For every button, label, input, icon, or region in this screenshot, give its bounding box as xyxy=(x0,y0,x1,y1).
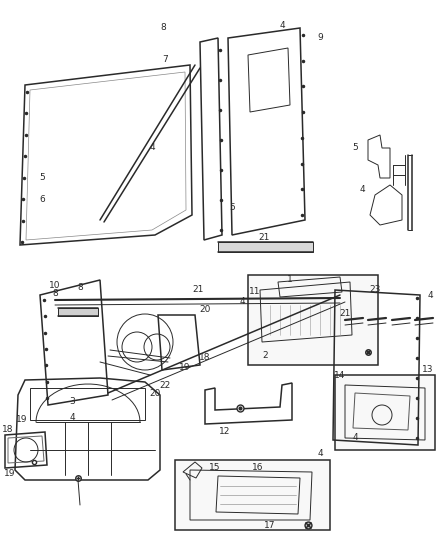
Text: 8: 8 xyxy=(160,23,166,33)
Text: 6: 6 xyxy=(39,196,45,205)
Text: 21: 21 xyxy=(339,309,351,318)
FancyBboxPatch shape xyxy=(58,308,98,316)
Text: 4: 4 xyxy=(239,297,245,306)
Text: 5: 5 xyxy=(229,204,235,213)
Text: 2: 2 xyxy=(262,351,268,359)
Text: 23: 23 xyxy=(369,286,381,295)
Text: 20: 20 xyxy=(149,389,161,398)
Text: 4: 4 xyxy=(352,433,358,442)
Text: 3: 3 xyxy=(69,398,75,407)
Text: 15: 15 xyxy=(209,464,221,472)
Text: 18: 18 xyxy=(2,425,14,434)
FancyBboxPatch shape xyxy=(175,460,330,530)
Text: 19: 19 xyxy=(179,364,191,373)
Text: 4: 4 xyxy=(317,448,323,457)
Text: 16: 16 xyxy=(252,464,264,472)
FancyBboxPatch shape xyxy=(218,242,313,252)
Text: 11: 11 xyxy=(249,287,261,296)
Text: 9: 9 xyxy=(317,34,323,43)
Text: 17: 17 xyxy=(264,521,276,529)
Text: 14: 14 xyxy=(334,372,346,381)
Text: 4: 4 xyxy=(427,290,433,300)
Text: 4: 4 xyxy=(359,185,365,195)
Text: 5: 5 xyxy=(39,174,45,182)
Text: 19: 19 xyxy=(16,416,28,424)
Text: 19: 19 xyxy=(4,470,16,479)
Text: 18: 18 xyxy=(199,353,211,362)
FancyBboxPatch shape xyxy=(335,375,435,450)
Text: 4: 4 xyxy=(279,21,285,30)
Text: 22: 22 xyxy=(159,381,171,390)
Text: 4: 4 xyxy=(69,414,75,423)
Text: 21: 21 xyxy=(258,233,270,243)
Text: 10: 10 xyxy=(49,280,61,289)
Text: 21: 21 xyxy=(192,286,204,295)
FancyBboxPatch shape xyxy=(248,275,378,365)
Text: 12: 12 xyxy=(219,427,231,437)
Text: 8: 8 xyxy=(52,289,58,298)
Text: 13: 13 xyxy=(422,366,434,375)
Text: 7: 7 xyxy=(162,55,168,64)
Text: 1: 1 xyxy=(287,276,293,285)
Text: 4: 4 xyxy=(149,143,155,152)
Text: 8: 8 xyxy=(77,282,83,292)
Text: 5: 5 xyxy=(352,143,358,152)
Text: 20: 20 xyxy=(199,305,211,314)
